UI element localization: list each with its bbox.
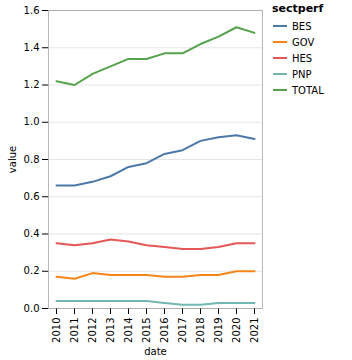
svg-text:2019: 2019 [213, 318, 224, 343]
svg-text:2012: 2012 [87, 318, 98, 343]
svg-text:2011: 2011 [69, 318, 80, 343]
svg-text:2010: 2010 [51, 318, 62, 343]
svg-text:2016: 2016 [159, 318, 170, 343]
html-text:BES: BES [292, 20, 312, 32]
svg-text:2017: 2017 [177, 318, 188, 343]
html-text:HES: HES [292, 52, 313, 64]
svg-text:0.6: 0.6 [24, 191, 40, 202]
html-text:PNP: PNP [292, 68, 312, 80]
svg-text:0.8: 0.8 [24, 154, 40, 165]
svg-text:1.4: 1.4 [24, 42, 40, 53]
svg-text:1.6: 1.6 [24, 5, 40, 16]
svg-text:2013: 2013 [105, 318, 116, 343]
html-text:TOTAL: TOTAL [292, 84, 324, 96]
svg-text:0.4: 0.4 [24, 228, 40, 239]
svg-text:2021: 2021 [249, 318, 260, 343]
svg-text:value: value [7, 146, 18, 173]
svg-text:0.0: 0.0 [24, 303, 40, 314]
svg-text:1.2: 1.2 [24, 79, 40, 90]
svg-text:2020: 2020 [231, 318, 242, 343]
svg-text:2018: 2018 [195, 318, 206, 343]
svg-text:2014: 2014 [123, 318, 134, 343]
svg-text:date: date [144, 346, 167, 357]
html-text:GOV: GOV [292, 36, 315, 48]
html-text:sectperf: sectperf [272, 2, 324, 15]
svg-text:1.0: 1.0 [24, 116, 40, 127]
svg-text:0.2: 0.2 [24, 265, 40, 276]
svg-text:2015: 2015 [141, 318, 152, 343]
